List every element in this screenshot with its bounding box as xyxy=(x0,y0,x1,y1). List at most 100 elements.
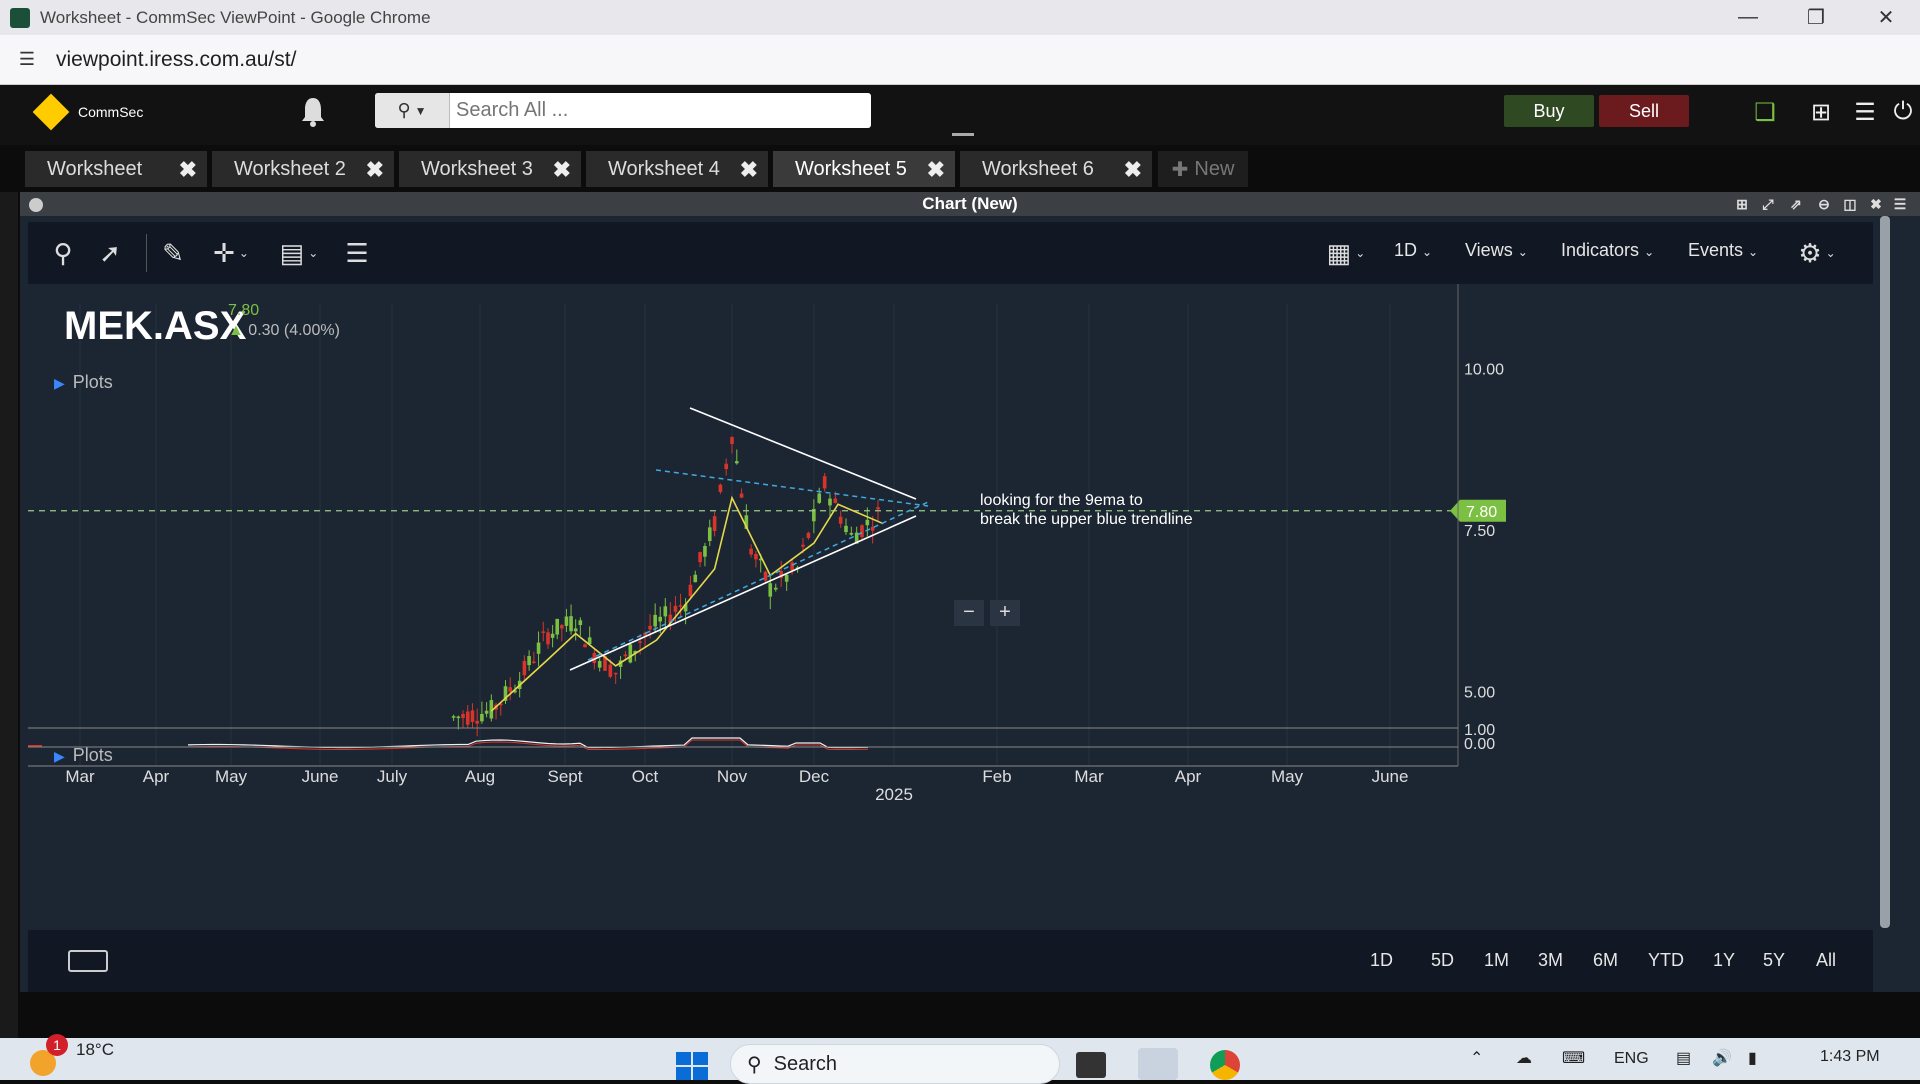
expand-icon[interactable]: ⤢ xyxy=(1762,196,1774,212)
x-tick-label: Apr xyxy=(143,767,170,786)
vertical-scrollbar[interactable] xyxy=(1880,216,1890,928)
candle-body xyxy=(779,571,783,578)
zoom-out-button[interactable]: − xyxy=(954,600,984,626)
views-menu[interactable]: Views ⌄ xyxy=(1465,240,1528,261)
tab-worksheet-5[interactable]: Worksheet 5 ✖ xyxy=(773,151,955,187)
zoom-search-icon[interactable]: ⚲ xyxy=(53,237,73,268)
comment-icon[interactable]: ▤ ⌄ xyxy=(279,237,319,268)
menu-icon[interactable]: ☰ xyxy=(1854,98,1876,126)
close-tab-icon[interactable]: ✖ xyxy=(365,157,384,182)
range-1d[interactable]: 1D xyxy=(1370,950,1394,970)
sell-button[interactable]: Sell xyxy=(1599,95,1689,127)
candle-body xyxy=(578,620,583,626)
address-bar[interactable]: ☰ viewpoint.iress.com.au/st/ xyxy=(0,35,1920,85)
split-icon[interactable]: ◫ xyxy=(1843,196,1857,212)
price-chart[interactable]: 7.80 looking for the 9ema to break the upp… xyxy=(28,284,1873,922)
left-edge-handle[interactable] xyxy=(0,192,18,1038)
keyboard-tray-icon[interactable]: ⌨ xyxy=(1562,1050,1586,1067)
events-menu[interactable]: Events ⌄ xyxy=(1688,240,1758,261)
pencil-icon[interactable]: ✎ xyxy=(162,237,184,268)
tab-worksheet-6[interactable]: Worksheet 6 ✖ xyxy=(960,151,1152,187)
candle-body xyxy=(698,552,702,563)
close-tab-icon[interactable]: ✖ xyxy=(926,157,945,182)
close-tab-icon[interactable]: ✖ xyxy=(739,157,758,182)
keyboard-icon[interactable] xyxy=(68,950,108,972)
minimize-panel-icon[interactable]: ⊖ xyxy=(1818,196,1830,212)
minimize-icon[interactable]: — xyxy=(1738,6,1758,28)
range-ytd[interactable]: YTD xyxy=(1648,950,1684,970)
last-price-tag-label: 7.80 xyxy=(1466,504,1497,521)
settings-gear-icon[interactable]: ⚙ ⌄ xyxy=(1798,237,1836,268)
interval-menu[interactable]: 1D ⌄ xyxy=(1394,240,1432,261)
chevron-down-icon: ⌄ xyxy=(1517,245,1528,259)
power-icon[interactable]: ⏻ xyxy=(1893,98,1913,125)
windows-start-icon[interactable] xyxy=(676,1052,708,1080)
indicators-label: Indicators xyxy=(1561,240,1640,260)
onedrive-icon[interactable]: ☁ xyxy=(1516,1050,1532,1067)
range-5y[interactable]: 5Y xyxy=(1763,950,1786,970)
task-view-icon[interactable] xyxy=(1076,1052,1106,1078)
crosshair-icon[interactable]: ✛ ⌄ xyxy=(213,237,249,268)
lightbulb-icon[interactable]: ❑ xyxy=(1754,98,1776,126)
chart-area[interactable]: 7.80 looking for the 9ema to break the upp… xyxy=(28,284,1873,922)
close-window-icon[interactable]: ✕ xyxy=(1877,7,1895,29)
data-table-icon[interactable]: ☰ xyxy=(345,237,369,268)
tab-worksheet-2[interactable]: Worksheet 2 ✖ xyxy=(212,151,394,187)
search-dropdown-button[interactable]: ⚲ ▼ xyxy=(375,93,450,128)
candle-body xyxy=(773,587,778,590)
popout-icon[interactable]: ⇗ xyxy=(1790,196,1802,212)
candle-body xyxy=(648,625,652,630)
add-icon[interactable]: ⊞ xyxy=(1736,196,1748,212)
commsec-logo[interactable]: CommSec xyxy=(32,93,143,131)
range-3m[interactable]: 3M xyxy=(1538,950,1564,970)
candle-body xyxy=(451,716,456,718)
restore-icon[interactable]: ❐ xyxy=(1807,7,1825,29)
close-panel-icon[interactable]: ✖ xyxy=(1870,196,1882,212)
indicators-menu[interactable]: Indicators ⌄ xyxy=(1561,240,1654,261)
range-1m[interactable]: 1M xyxy=(1484,950,1510,970)
close-tab-icon[interactable]: ✖ xyxy=(1123,157,1142,182)
x-tick-label: Mar xyxy=(65,767,95,786)
taskbar-search[interactable]: ⚲ Search xyxy=(730,1044,1060,1084)
candle-body xyxy=(456,716,461,719)
site-settings-icon[interactable]: ☰ xyxy=(18,49,36,69)
x-tick-label: June xyxy=(302,767,339,786)
indicator-add-icon[interactable]: ➚ xyxy=(99,237,121,268)
drag-handle[interactable] xyxy=(952,133,974,136)
range-5d[interactable]: 5D xyxy=(1431,950,1455,970)
language-indicator[interactable]: ENG xyxy=(1614,1050,1649,1067)
zoom-in-button[interactable]: + xyxy=(990,600,1020,626)
add-panel-icon[interactable]: ⊞ xyxy=(1810,98,1832,126)
panel-menu-icon[interactable]: ☰ xyxy=(1893,196,1907,212)
lower-plots-toggle[interactable]: ▶ Plots xyxy=(54,745,113,766)
triangle-right-icon: ▶ xyxy=(54,375,65,391)
annotation-line-1: looking for the 9ema to xyxy=(980,492,1143,509)
candle-body xyxy=(564,616,569,626)
candle-body xyxy=(569,616,573,632)
snipping-tool-icon[interactable] xyxy=(1138,1048,1178,1080)
chevron-up-icon[interactable]: ⌃ xyxy=(1470,1050,1484,1067)
panel-link-icon[interactable] xyxy=(29,198,43,212)
volume-icon[interactable]: 🔊 xyxy=(1712,1050,1732,1067)
search-input[interactable] xyxy=(450,93,871,128)
url-text[interactable]: viewpoint.iress.com.au/st/ xyxy=(56,47,297,71)
chrome-icon[interactable] xyxy=(1210,1050,1240,1080)
candle-body xyxy=(730,437,734,444)
buy-button[interactable]: Buy xyxy=(1504,95,1594,127)
chart-type-icon[interactable]: ▦ ⌄ xyxy=(1326,237,1366,268)
close-tab-icon[interactable]: ✖ xyxy=(552,157,571,182)
tab-worksheet-1[interactable]: Worksheet ✖ xyxy=(25,151,207,187)
battery-icon[interactable]: ▮ xyxy=(1748,1050,1757,1067)
tab-worksheet-3[interactable]: Worksheet 3 ✖ xyxy=(399,151,581,187)
bell-icon[interactable] xyxy=(298,95,328,129)
new-tab-button[interactable]: ✚ New xyxy=(1158,151,1248,187)
tab-worksheet-4[interactable]: Worksheet 4 ✖ xyxy=(586,151,768,187)
network-icon[interactable]: ▤ xyxy=(1676,1050,1692,1067)
range-6m[interactable]: 6M xyxy=(1593,950,1619,970)
clock-time[interactable]: 1:43 PM xyxy=(1820,1048,1880,1065)
temperature[interactable]: 18°C xyxy=(76,1040,114,1059)
close-tab-icon[interactable]: ✖ xyxy=(178,157,197,182)
plots-toggle[interactable]: ▶ Plots xyxy=(54,372,113,393)
range-all[interactable]: All xyxy=(1816,950,1837,970)
range-1y[interactable]: 1Y xyxy=(1713,950,1736,970)
